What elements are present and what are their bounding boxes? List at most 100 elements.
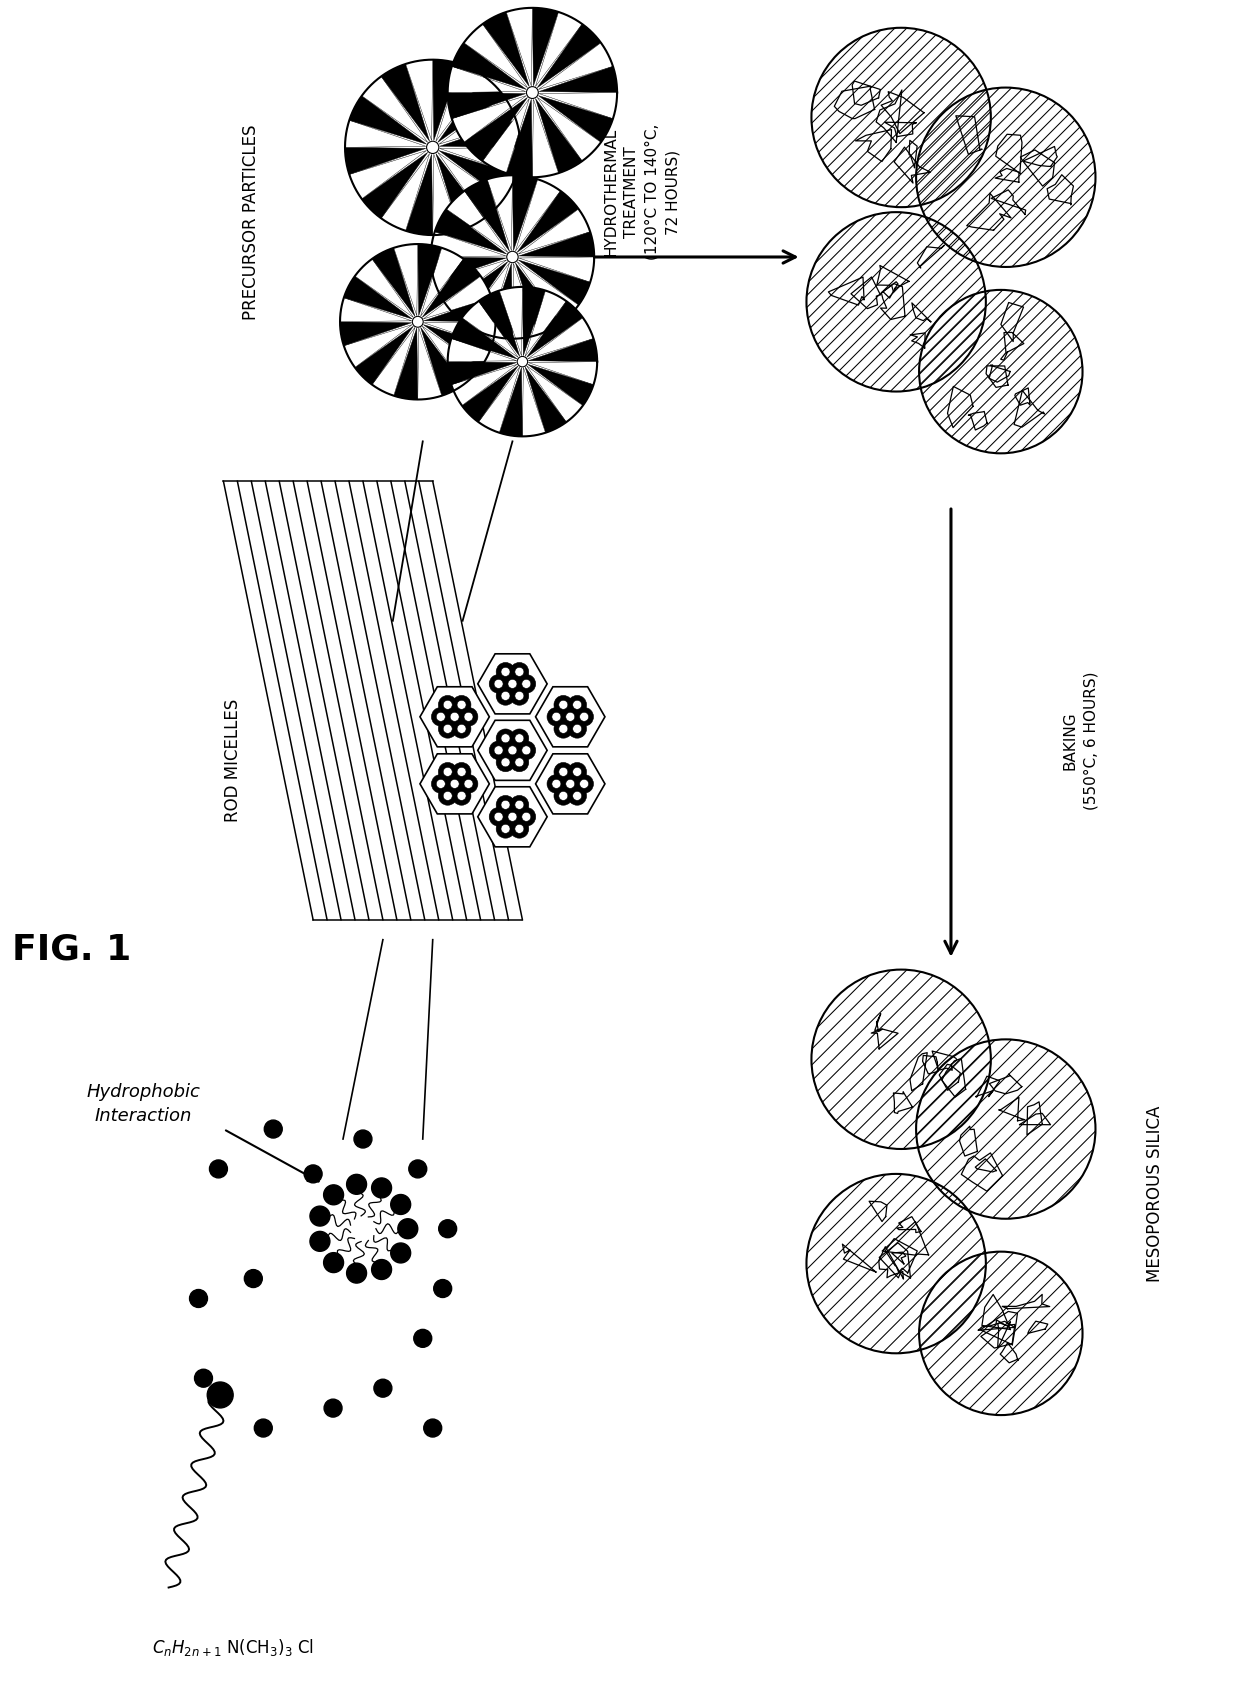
- Circle shape: [436, 779, 445, 789]
- Polygon shape: [424, 297, 496, 322]
- Circle shape: [517, 742, 536, 760]
- Polygon shape: [345, 120, 425, 148]
- Polygon shape: [517, 190, 579, 253]
- Polygon shape: [525, 290, 567, 356]
- Polygon shape: [435, 209, 507, 255]
- Polygon shape: [518, 232, 594, 256]
- Polygon shape: [539, 93, 618, 119]
- Circle shape: [554, 696, 573, 714]
- Circle shape: [573, 725, 582, 733]
- Polygon shape: [430, 256, 506, 282]
- Circle shape: [510, 687, 528, 706]
- Circle shape: [552, 779, 560, 789]
- Polygon shape: [537, 24, 601, 88]
- Polygon shape: [439, 95, 516, 144]
- Polygon shape: [381, 154, 429, 231]
- Polygon shape: [522, 368, 546, 436]
- Polygon shape: [500, 368, 522, 436]
- Polygon shape: [418, 328, 441, 399]
- Polygon shape: [350, 95, 427, 144]
- Polygon shape: [362, 153, 428, 219]
- Circle shape: [515, 733, 523, 743]
- Circle shape: [458, 725, 466, 733]
- Polygon shape: [350, 151, 427, 199]
- Polygon shape: [394, 244, 418, 316]
- Text: PRECURSOR PARTICLES: PRECURSOR PARTICLES: [242, 124, 260, 319]
- Circle shape: [391, 1242, 410, 1263]
- Circle shape: [568, 696, 587, 714]
- Circle shape: [501, 733, 510, 743]
- Circle shape: [501, 801, 510, 809]
- Circle shape: [522, 679, 531, 689]
- Circle shape: [552, 713, 560, 721]
- Polygon shape: [532, 8, 558, 87]
- Circle shape: [510, 753, 528, 772]
- Polygon shape: [433, 154, 460, 236]
- Polygon shape: [518, 209, 590, 255]
- Circle shape: [568, 720, 587, 738]
- Circle shape: [490, 674, 508, 692]
- Circle shape: [508, 679, 517, 689]
- Polygon shape: [518, 256, 594, 282]
- Polygon shape: [536, 98, 582, 173]
- Circle shape: [515, 691, 523, 701]
- Polygon shape: [355, 326, 413, 385]
- Circle shape: [554, 720, 573, 738]
- Circle shape: [527, 87, 538, 98]
- Polygon shape: [423, 277, 492, 319]
- Polygon shape: [343, 324, 412, 368]
- Polygon shape: [405, 59, 433, 141]
- Circle shape: [501, 667, 510, 677]
- Circle shape: [458, 701, 466, 709]
- Polygon shape: [355, 260, 413, 317]
- Circle shape: [494, 679, 503, 689]
- Polygon shape: [439, 151, 516, 199]
- Circle shape: [522, 813, 531, 821]
- Polygon shape: [482, 98, 529, 173]
- Polygon shape: [405, 154, 433, 236]
- Circle shape: [554, 762, 573, 781]
- Circle shape: [510, 820, 528, 838]
- Circle shape: [347, 1174, 367, 1195]
- Circle shape: [432, 774, 450, 792]
- Polygon shape: [527, 300, 583, 358]
- Polygon shape: [451, 365, 517, 406]
- Circle shape: [427, 141, 439, 153]
- Polygon shape: [448, 338, 517, 361]
- Circle shape: [547, 774, 565, 792]
- Circle shape: [496, 687, 515, 706]
- Polygon shape: [479, 367, 520, 433]
- Circle shape: [436, 713, 445, 721]
- Polygon shape: [420, 753, 490, 815]
- Circle shape: [450, 713, 459, 721]
- Circle shape: [560, 774, 579, 792]
- Circle shape: [458, 791, 466, 801]
- Polygon shape: [518, 260, 590, 305]
- Polygon shape: [516, 180, 560, 251]
- Circle shape: [510, 730, 528, 748]
- Circle shape: [439, 762, 458, 781]
- Polygon shape: [516, 263, 560, 334]
- Polygon shape: [528, 338, 598, 361]
- Polygon shape: [448, 8, 618, 176]
- Polygon shape: [435, 260, 507, 305]
- Circle shape: [347, 1263, 367, 1283]
- Circle shape: [501, 825, 510, 833]
- Polygon shape: [420, 687, 490, 747]
- Circle shape: [916, 88, 1095, 266]
- Polygon shape: [528, 361, 598, 385]
- Polygon shape: [372, 248, 415, 316]
- Polygon shape: [362, 76, 428, 143]
- Circle shape: [459, 774, 477, 792]
- Circle shape: [414, 1329, 432, 1347]
- Circle shape: [190, 1290, 207, 1307]
- Circle shape: [508, 813, 517, 821]
- Circle shape: [579, 779, 589, 789]
- Circle shape: [515, 825, 523, 833]
- Polygon shape: [506, 8, 532, 87]
- Polygon shape: [448, 361, 517, 385]
- Circle shape: [811, 27, 991, 207]
- Circle shape: [494, 745, 503, 755]
- Text: MESOPOROUS SILICA: MESOPOROUS SILICA: [1146, 1106, 1164, 1281]
- Polygon shape: [438, 76, 503, 143]
